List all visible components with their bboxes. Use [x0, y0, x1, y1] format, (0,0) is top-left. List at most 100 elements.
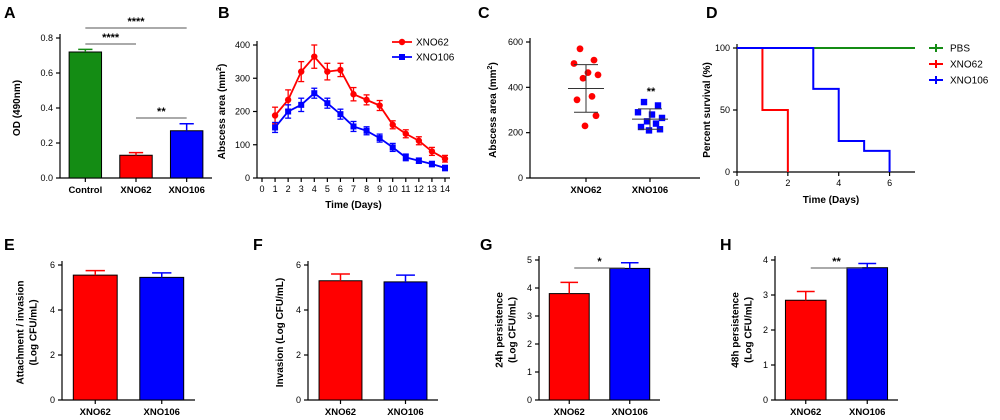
- x-tick-label: 6: [887, 178, 892, 188]
- y-tick-label: 100: [235, 140, 250, 150]
- panel-g: 0 1 2 3 4 5 XNO62 XNO106 24h persistence (Log CFU…: [495, 255, 660, 418]
- category-label: Control: [68, 185, 102, 196]
- y-tick-label: 100: [715, 43, 730, 53]
- data-point: [594, 71, 602, 79]
- bar-xno62: [548, 293, 590, 401]
- y-axis-label-end: ): [488, 62, 499, 65]
- legend-label: XNO106: [416, 53, 455, 64]
- y-tick-label: 6: [50, 260, 55, 270]
- y-axis-label-line: (Log CFU/mL): [508, 297, 519, 363]
- y-axis-label-sup: 2: [487, 65, 494, 69]
- data-point: [592, 112, 600, 120]
- y-axis-label-text: Abscess area (mm: [217, 71, 228, 159]
- data-point: [284, 96, 292, 104]
- x-tick-label: 7: [351, 184, 356, 194]
- y-tick-label: 600: [508, 37, 523, 47]
- significance-label: ****: [102, 32, 120, 44]
- data-point: [298, 101, 305, 108]
- y-tick-label: 2: [763, 325, 768, 335]
- legend-label: XNO62: [416, 38, 449, 49]
- x-tick-label: 10: [388, 184, 398, 194]
- y-tick-label: 2: [527, 339, 532, 349]
- significance-label: *: [597, 256, 602, 268]
- x-tick-label: 2: [785, 178, 790, 188]
- y-tick-label: 0.6: [40, 68, 53, 78]
- data-point: [298, 68, 305, 75]
- y-tick-label: 2: [296, 350, 301, 360]
- y-axis-label-end: ): [217, 64, 228, 67]
- data-point: [441, 155, 449, 162]
- legend-label: XNO106: [950, 76, 989, 87]
- significance-label: **: [157, 106, 166, 118]
- y-tick-label: 4: [50, 305, 55, 315]
- x-tick-label: 4: [312, 184, 317, 194]
- data-point: [658, 114, 666, 122]
- panel-label-f: F: [253, 237, 263, 254]
- bar-xno62: [318, 280, 363, 401]
- data-point: [579, 74, 587, 82]
- panel-h: 0 1 2 3 4 XNO62 XNO106 48h persistence (Log CFU/…: [731, 255, 898, 418]
- panel-label-a: A: [4, 5, 16, 22]
- category-label: XNO106: [168, 185, 204, 196]
- data-point: [324, 68, 331, 75]
- data-point: [376, 102, 383, 109]
- y-axis-label-line: (Log CFU/mL): [744, 297, 755, 363]
- y-tick-label: 0: [527, 395, 532, 405]
- data-point: [285, 108, 292, 115]
- y-axis-label: Abscess area (mm2): [216, 64, 228, 160]
- x-tick-label: 9: [377, 184, 382, 194]
- x-tick-label: 5: [325, 184, 330, 194]
- y-tick-label: 1: [763, 360, 768, 370]
- category-label: XNO62: [554, 407, 585, 418]
- data-point: [350, 91, 357, 98]
- y-axis-label-line: 48h persistence: [731, 292, 742, 368]
- category-label: XNO62: [790, 407, 821, 418]
- data-point: [442, 165, 448, 172]
- panel-a: 0.0 0.2 0.4 0.6 0.8 Control XNO62 XNO106 OD (490…: [12, 16, 212, 196]
- y-tick-label: 1: [527, 367, 532, 377]
- category-label: XNO106: [849, 407, 885, 418]
- y-tick-label: 3: [763, 290, 768, 300]
- data-point: [389, 144, 396, 151]
- panel-e: 0 2 4 6 XNO62 XNO106 Attachment / invasion (Log…: [16, 260, 195, 418]
- data-point: [570, 60, 578, 67]
- bar-xno62: [784, 299, 827, 401]
- bar-xno106: [609, 267, 651, 401]
- x-tick-label: 13: [427, 184, 437, 194]
- significance-label: ****: [127, 16, 145, 28]
- bar-xno106: [169, 130, 204, 179]
- data-point: [389, 121, 396, 128]
- y-axis-label: OD (490nm): [12, 80, 23, 136]
- data-point: [640, 98, 648, 106]
- data-point: [415, 157, 422, 164]
- y-tick-label: 0.0: [40, 173, 53, 183]
- y-axis-label: Percent survival (%): [702, 62, 713, 158]
- data-point: [271, 112, 279, 119]
- data-point: [588, 93, 596, 100]
- panel-label-d: D: [706, 5, 718, 22]
- x-tick-label: 8: [364, 184, 369, 194]
- data-point: [402, 154, 409, 161]
- data-point: [652, 120, 660, 127]
- x-tick-label: 3: [299, 184, 304, 194]
- legend-marker: [399, 54, 405, 60]
- panel-label-e: E: [4, 237, 15, 254]
- y-tick-label: 4: [527, 283, 532, 293]
- data-point: [590, 56, 598, 64]
- data-point: [654, 102, 662, 109]
- data-point: [648, 111, 656, 118]
- data-point: [402, 130, 409, 137]
- data-point: [634, 109, 642, 116]
- y-tick-label: 0.8: [40, 33, 53, 43]
- data-point: [573, 96, 581, 104]
- y-tick-label: 6: [296, 260, 301, 270]
- x-tick-label: 12: [414, 184, 424, 194]
- bar-xno106: [139, 276, 185, 401]
- x-tick-label: 2: [286, 184, 291, 194]
- x-tick-label: 14: [440, 184, 450, 194]
- y-tick-label: 2: [50, 350, 55, 360]
- category-label: XNO62: [120, 185, 151, 196]
- data-point: [337, 66, 344, 74]
- y-axis-label-text: Abscess area (mm: [488, 69, 499, 157]
